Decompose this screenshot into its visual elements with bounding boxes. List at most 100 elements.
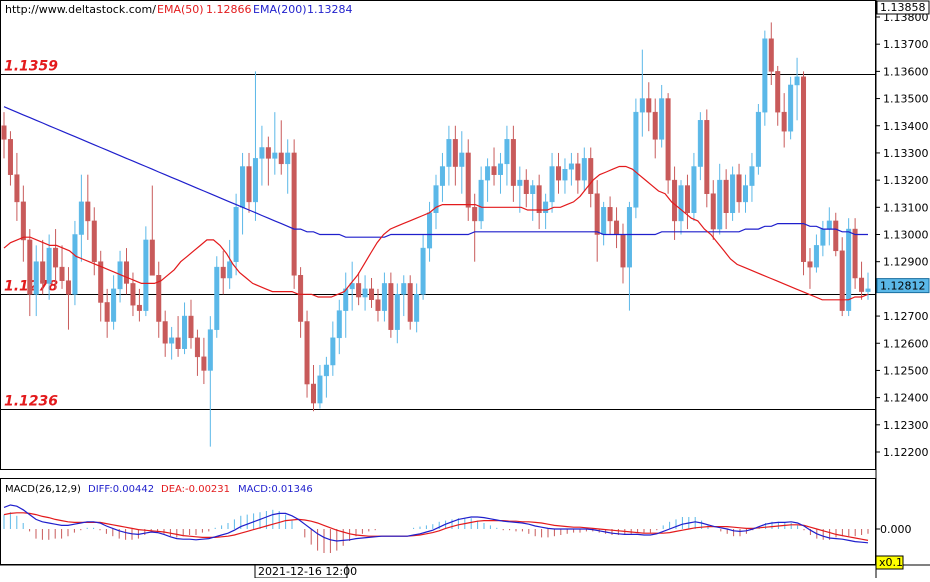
candle-body — [285, 152, 291, 165]
candle-body — [420, 247, 426, 295]
candle-body — [169, 337, 175, 344]
ema200-label: EMA(200) — [253, 3, 307, 16]
candle-body — [214, 266, 220, 330]
candle-body — [581, 158, 587, 181]
macd-diff-line — [3, 504, 869, 544]
candle-body — [369, 288, 375, 300]
candle-body — [188, 315, 194, 339]
candle-body — [375, 299, 381, 311]
candle-body — [220, 266, 226, 279]
candle-body — [136, 304, 142, 311]
candle-body — [207, 329, 213, 371]
candle-body — [130, 283, 136, 306]
candle-body — [40, 261, 46, 284]
candle-body — [149, 239, 155, 276]
candle-body — [65, 280, 71, 295]
macd-dea: DEA:-0.00231 — [161, 484, 230, 495]
y-tick-label: 1.12300 — [883, 419, 929, 432]
candle-body — [27, 239, 33, 295]
candle-body — [742, 185, 748, 203]
candle-body — [510, 139, 516, 186]
candle-body — [298, 275, 304, 322]
candle-body — [523, 179, 529, 194]
candle-body — [710, 193, 716, 230]
level-label: 1.1236 — [4, 394, 58, 410]
candle-body — [556, 166, 562, 181]
macd-zero-label: 0.000 — [880, 523, 912, 536]
top-price-box — [876, 0, 930, 15]
candle-body — [98, 261, 104, 303]
candle-body — [485, 166, 491, 181]
ema-layer — [3, 106, 869, 301]
candle-body — [749, 166, 755, 186]
y-tick-label: 1.13700 — [883, 38, 929, 51]
scale-badge — [875, 555, 904, 570]
candle-body — [362, 288, 368, 298]
candle-body — [465, 152, 471, 208]
current-price-value: 1.12812 — [880, 280, 926, 293]
candle-body — [85, 201, 91, 222]
candle-body — [343, 288, 349, 311]
ema50-value: 1.12866 — [206, 3, 252, 16]
candle-body — [607, 207, 613, 222]
candle-body — [549, 166, 555, 203]
candle-body — [472, 207, 478, 222]
candle-body — [794, 76, 800, 86]
candle-body — [53, 247, 59, 268]
candle-body — [517, 179, 523, 186]
candle-body — [768, 38, 774, 72]
candle-body — [859, 277, 865, 292]
macd-value: MACD:0.01346 — [238, 484, 313, 495]
candle-body — [852, 228, 858, 279]
candle-body — [775, 71, 781, 113]
candle-body — [865, 288, 871, 292]
candle-body — [813, 245, 819, 268]
candle-body — [349, 283, 355, 290]
candle-body — [639, 98, 645, 113]
candle-body — [594, 193, 600, 235]
candle-body — [124, 261, 130, 284]
candle-body — [33, 261, 39, 295]
candle-body — [414, 294, 420, 322]
timestamp: 2021-12-16 12:00 — [258, 565, 357, 578]
candle-body — [78, 201, 84, 235]
candle-body — [233, 207, 239, 262]
candle-body — [401, 283, 407, 295]
candle-body — [504, 139, 510, 165]
candle-body — [240, 166, 246, 208]
candle-body — [626, 207, 632, 268]
candle-body — [336, 310, 342, 339]
y-tick-label: 1.13600 — [883, 65, 929, 78]
candle-body — [104, 302, 110, 322]
candle-body — [194, 337, 200, 358]
candle-body — [736, 174, 742, 203]
candle-body — [291, 152, 297, 276]
candle-body — [227, 261, 233, 279]
candle-body — [162, 321, 168, 344]
candle-body — [826, 220, 832, 230]
candle-body — [588, 158, 594, 194]
candle-body — [575, 163, 581, 181]
candle-body — [672, 179, 678, 222]
candle-body — [839, 250, 845, 311]
candle-body — [781, 111, 787, 132]
candle-body — [491, 166, 497, 175]
candle-body — [652, 111, 658, 140]
candle-body — [620, 234, 626, 268]
candle-body — [459, 152, 465, 167]
y-tick-label: 1.13300 — [883, 147, 929, 160]
scale-badge-label: x0.1 — [879, 556, 903, 569]
candle-body — [807, 261, 813, 268]
y-tick-label: 1.12200 — [883, 446, 929, 459]
candle-body — [304, 321, 310, 385]
candle-body — [452, 139, 458, 167]
candle-body — [717, 179, 723, 230]
y-tick-label: 1.12500 — [883, 364, 929, 377]
top-price-value: 1.13858 — [880, 1, 926, 14]
candle-body — [446, 139, 452, 167]
candle-body — [46, 247, 52, 284]
candle-body — [697, 120, 703, 167]
candle-body — [601, 207, 607, 235]
candle-body — [678, 185, 684, 222]
